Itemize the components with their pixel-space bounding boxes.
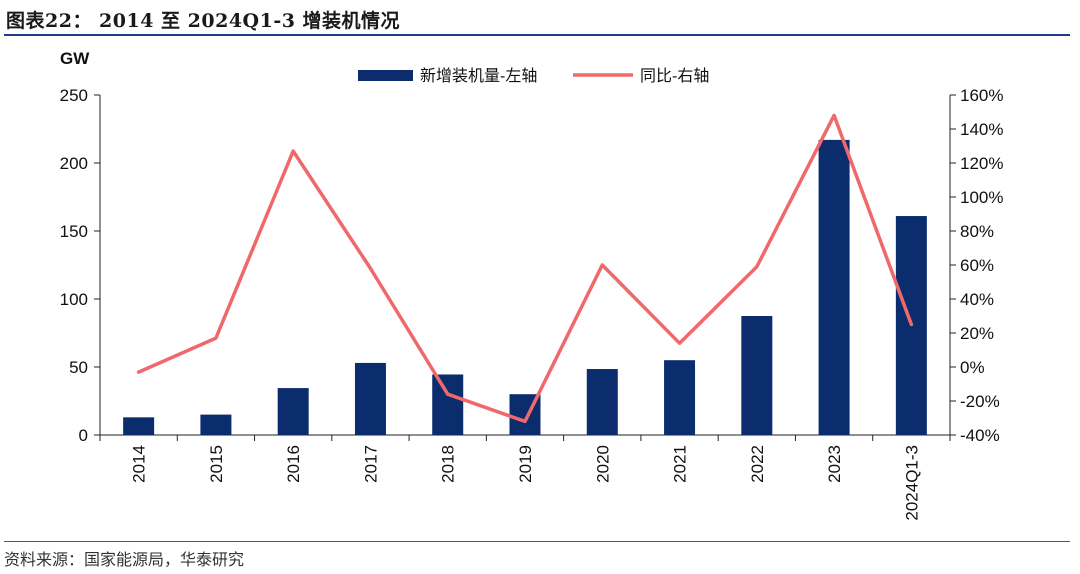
bar	[432, 374, 464, 435]
x-tick-label: 2017	[361, 445, 380, 483]
x-tick-label: 2020	[593, 445, 612, 483]
bar	[818, 139, 850, 435]
right-axis: -40% -20% 0% 20% 40% 60% 80% 100% 120% 140% 160%	[949, 86, 1003, 445]
left-tick-label: 150	[60, 222, 88, 241]
title-rule	[4, 34, 1070, 36]
left-tick-label: 250	[60, 86, 88, 105]
x-tick-label: 2016	[284, 445, 303, 483]
right-tick-label: 40%	[960, 290, 994, 309]
bar-series	[123, 139, 927, 435]
legend: 新增装机量-左轴 同比-右轴	[358, 67, 709, 85]
right-tick-label: 100%	[960, 188, 1003, 207]
x-tick-label: 2019	[516, 445, 535, 483]
bar	[741, 316, 773, 435]
left-tick-label: 0	[79, 426, 88, 445]
right-tick-label: 80%	[960, 222, 994, 241]
figure-title: 图表22： 2014 至 2024Q1-3 增装机情况	[6, 10, 401, 32]
left-axis-unit: GW	[60, 49, 90, 68]
right-tick-label: -20%	[960, 392, 1000, 411]
left-tick-label: 100	[60, 290, 88, 309]
legend-bar-swatch	[358, 70, 413, 81]
source-rule	[4, 541, 1070, 542]
x-tick-label: 2014	[130, 445, 149, 483]
x-tick-label: 2024Q1-3	[902, 445, 921, 521]
x-tick-label: 2021	[671, 445, 690, 483]
right-tick-label: 0%	[960, 358, 985, 377]
bar	[354, 362, 386, 435]
right-tick-label: 140%	[960, 120, 1003, 139]
bar	[123, 417, 155, 435]
right-tick-label: -40%	[960, 426, 1000, 445]
bar	[664, 360, 696, 435]
bar	[586, 369, 618, 435]
x-tick-label: 2022	[748, 445, 767, 483]
right-tick-label: 160%	[960, 86, 1003, 105]
bar	[277, 388, 309, 435]
legend-bar-label: 新增装机量-左轴	[420, 67, 537, 85]
left-tick-label: 200	[60, 154, 88, 173]
right-tick-label: 120%	[960, 154, 1003, 173]
bar	[200, 414, 232, 435]
left-tick-label: 50	[69, 358, 88, 377]
legend-line-label: 同比-右轴	[640, 67, 709, 85]
x-tick-label: 2018	[439, 445, 458, 483]
line-series	[136, 113, 914, 424]
left-axis: 0 50 100 150 200 250 GW	[60, 49, 101, 445]
x-axis: 2014 2015 2016 2017 2018 2019 2020 2021 2022 2023…	[99, 434, 951, 521]
x-tick-label: 2015	[207, 445, 226, 483]
right-tick-label: 60%	[960, 256, 994, 275]
x-tick-label: 2023	[825, 445, 844, 483]
right-tick-label: 20%	[960, 324, 994, 343]
yoy-line	[136, 113, 914, 424]
source-note: 资料来源：国家能源局，华泰研究	[4, 550, 245, 569]
